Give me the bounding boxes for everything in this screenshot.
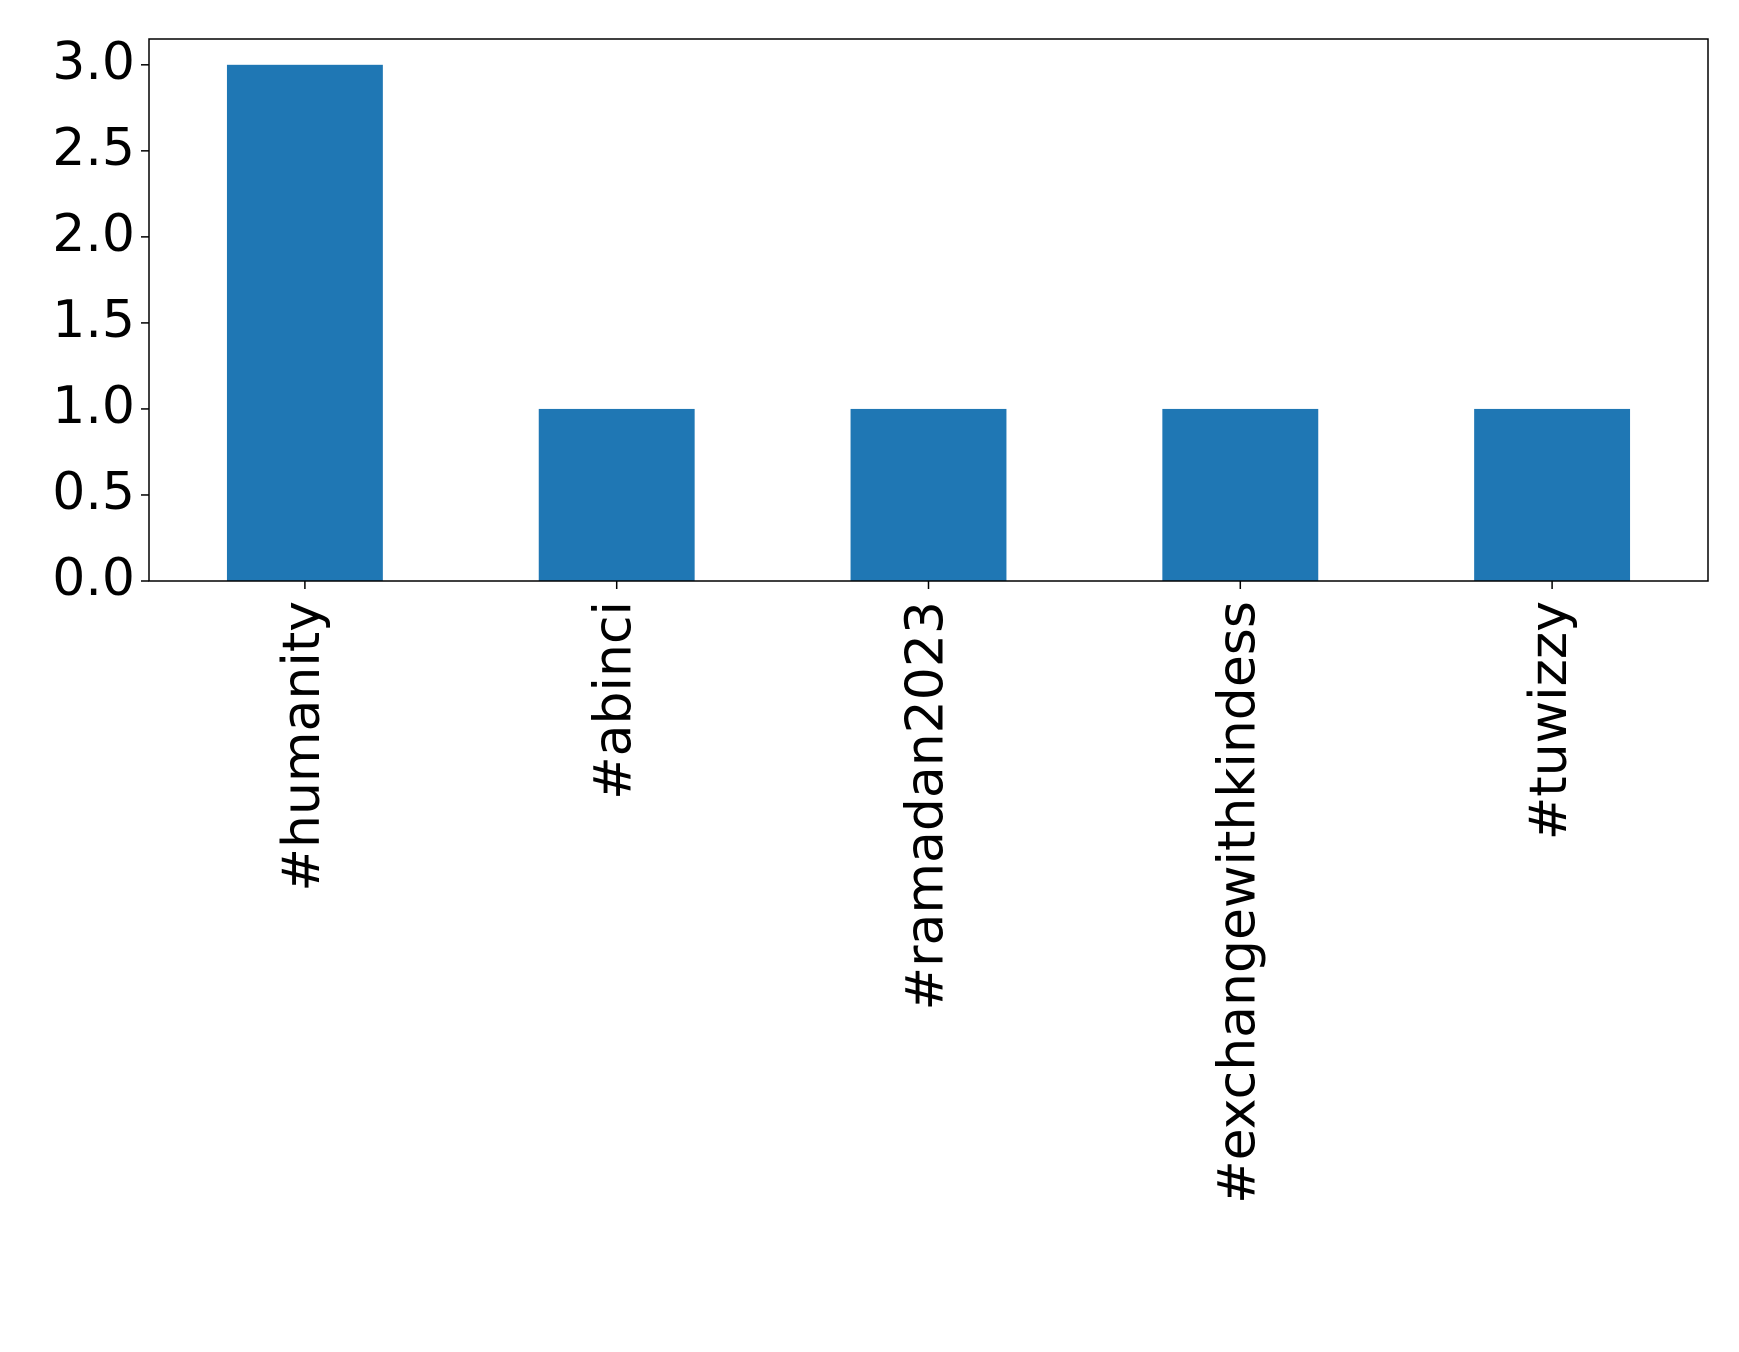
y-tick-label: 1.5: [52, 290, 135, 350]
x-tick-label: #humanity: [272, 601, 332, 892]
x-tick-label: #ramadan2023: [896, 601, 956, 1011]
bar: [1474, 408, 1631, 581]
y-tick-label: 1.0: [52, 376, 135, 436]
y-tick-label: 2.5: [52, 118, 135, 178]
y-tick-label: 3.0: [52, 32, 135, 92]
y-tick-label: 0.0: [52, 548, 135, 608]
bar: [1162, 408, 1319, 581]
x-tick-label: #abinci: [584, 601, 644, 800]
bar: [538, 408, 695, 581]
x-tick-label: #exchangewithkindess: [1207, 601, 1267, 1204]
bar: [850, 408, 1007, 581]
bar: [226, 64, 383, 582]
y-tick-label: 0.5: [52, 462, 135, 522]
axes-frame: [148, 38, 1709, 582]
y-tick-label: 2.0: [52, 204, 135, 264]
x-tick-label: #tuwizzy: [1519, 601, 1579, 840]
